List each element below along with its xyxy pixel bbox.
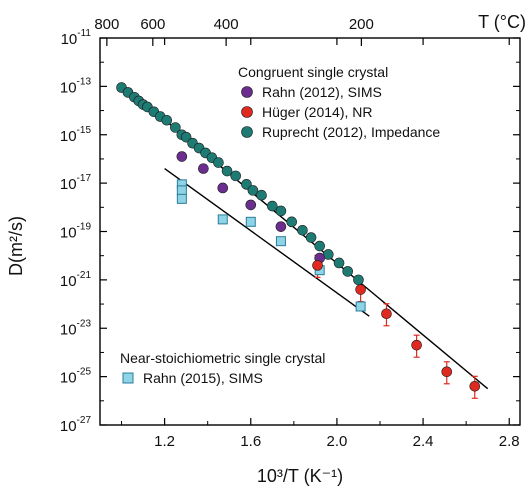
- legend-label: Ruprecht (2012), Impedance: [262, 124, 440, 140]
- data-point: [217, 182, 229, 194]
- x-tick-label: 1.2: [154, 433, 175, 450]
- data-point: [469, 380, 481, 392]
- y-tick-label: 10-15: [60, 125, 92, 145]
- data-point: [241, 179, 252, 190]
- data-markers: [116, 82, 481, 392]
- data-point: [314, 240, 325, 252]
- data-point: [355, 301, 366, 312]
- legend-label: Rahn (2012), SIMS: [262, 84, 382, 100]
- data-point: [198, 163, 209, 174]
- x-tick-label: 1.6: [240, 433, 261, 450]
- y-axis-title: D(m²/s): [6, 216, 26, 276]
- top-tick-label: 600: [140, 16, 165, 33]
- y-tick-label: 10-23: [60, 318, 92, 338]
- data-point: [353, 274, 364, 286]
- y-tick-label: 10-13: [60, 76, 92, 96]
- legend: Congruent single crystal Rahn (2012), SIM…: [120, 64, 440, 386]
- data-point: [411, 339, 422, 351]
- data-point: [305, 232, 317, 243]
- data-point: [247, 185, 259, 196]
- data-point: [355, 284, 366, 295]
- legend-heading: Congruent single crystal: [238, 64, 388, 80]
- data-point: [245, 199, 257, 211]
- data-point: [342, 266, 353, 277]
- data-point: [275, 236, 286, 247]
- data-point: [381, 308, 392, 320]
- data-point: [286, 216, 297, 228]
- data-point: [213, 157, 224, 168]
- data-point: [176, 193, 187, 204]
- data-point: [161, 114, 173, 126]
- data-point: [176, 185, 187, 196]
- x-axis-ticks: 1.2 1.6 2.0 2.4 2.8: [121, 38, 520, 450]
- data-point: [297, 224, 308, 236]
- data-point: [221, 165, 233, 177]
- data-point: [180, 131, 192, 143]
- data-point: [245, 216, 256, 227]
- fit-line: [164, 168, 370, 317]
- data-point: [333, 257, 345, 269]
- legend-marker: [241, 106, 253, 118]
- data-point: [267, 200, 278, 212]
- top-tick-label: 200: [349, 16, 374, 33]
- data-point: [275, 205, 287, 217]
- x-tick-label: 2.0: [326, 433, 347, 450]
- y-tick-label: 10-27: [60, 415, 92, 435]
- legend-label: Rahn (2015), SIMS: [143, 370, 263, 386]
- top-tick-label: 400: [214, 16, 239, 33]
- y-tick-label: 10-21: [60, 270, 92, 290]
- legend-marker: [241, 126, 253, 138]
- top-axis-ticks: 800 600 400 200: [94, 16, 374, 46]
- y-tick-label: 10-17: [60, 173, 92, 193]
- x-tick-label: 2.4: [413, 433, 434, 450]
- data-point: [312, 260, 323, 271]
- y-tick-label: 10-25: [60, 367, 92, 387]
- legend-marker: [241, 86, 253, 98]
- data-point: [275, 221, 287, 232]
- x-tick-label: 2.8: [499, 433, 520, 450]
- error-bars: [314, 254, 478, 399]
- data-point: [217, 214, 228, 225]
- data-point: [230, 170, 241, 182]
- data-point: [441, 366, 453, 378]
- y-tick-label: 10-19: [60, 222, 92, 242]
- top-axis-title: T (°C): [478, 12, 526, 32]
- legend-label: Hüger (2014), NR: [262, 104, 373, 120]
- data-point: [256, 189, 267, 201]
- x-axis-title: 10³/T (K⁻¹): [257, 466, 343, 486]
- y-tick-label: 10-11: [61, 28, 92, 48]
- data-point: [176, 151, 188, 162]
- legend-heading: Near-stoichiometric single crystal: [120, 350, 325, 366]
- data-point: [170, 122, 181, 133]
- legend-marker: [122, 372, 134, 384]
- top-tick-label: 800: [94, 16, 119, 33]
- y-axis-ticks: 10-11 10-13 10-15 10-17 10-19 10-21 10-23 10-25…: [60, 28, 520, 435]
